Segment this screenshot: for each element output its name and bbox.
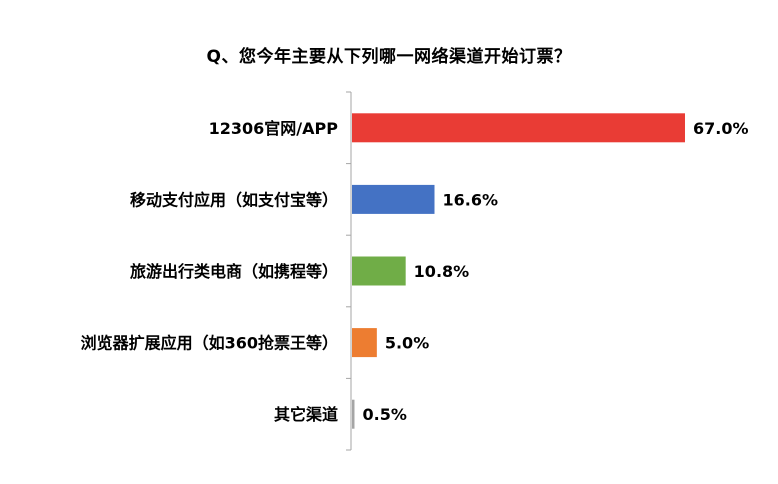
bar xyxy=(352,399,355,429)
data-label: 67.0% xyxy=(693,119,749,138)
data-label: 10.8% xyxy=(414,262,470,281)
data-label: 16.6% xyxy=(443,190,499,209)
data-label: 5.0% xyxy=(385,334,429,353)
bar xyxy=(352,256,406,286)
bar xyxy=(352,328,377,358)
category-label: 旅游出行类电商（如携程等） xyxy=(130,262,338,281)
bar xyxy=(352,113,685,143)
category-label: 12306官网/APP xyxy=(209,119,339,138)
chart-title: Q、您今年主要从下列哪一网络渠道开始订票？ xyxy=(206,47,572,67)
data-label: 0.5% xyxy=(362,405,406,424)
category-label: 浏览器扩展应用（如360抢票王等） xyxy=(81,334,338,353)
category-label: 移动支付应用（如支付宝等） xyxy=(130,190,338,209)
bar xyxy=(352,184,435,214)
category-label: 其它渠道 xyxy=(274,405,338,424)
